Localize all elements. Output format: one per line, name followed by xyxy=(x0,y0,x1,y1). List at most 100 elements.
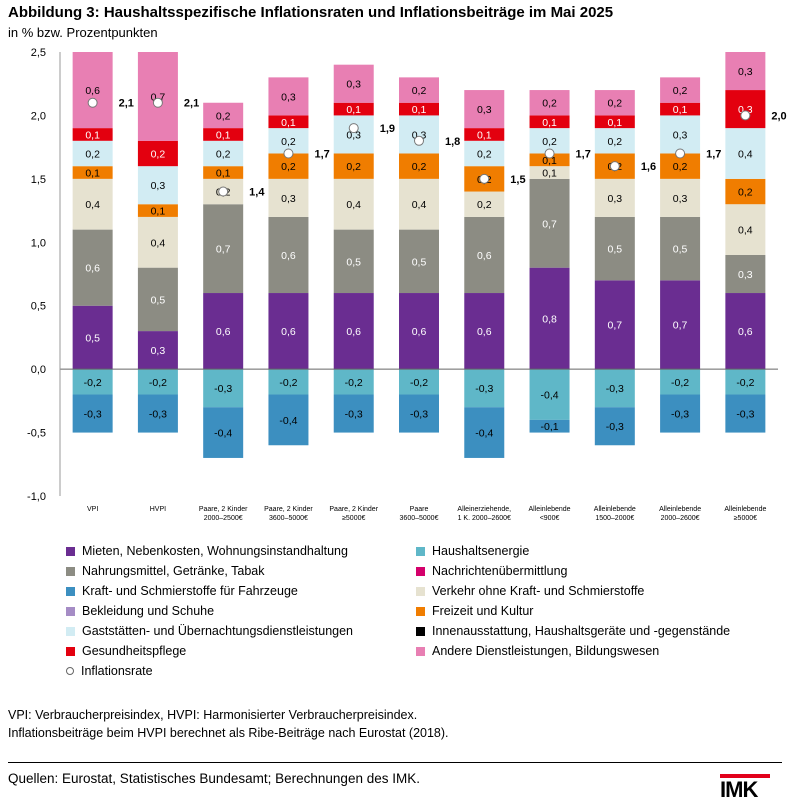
bar-value-label: 0,1 xyxy=(151,206,166,218)
bar-value-label: -0,3 xyxy=(149,409,167,421)
bar-value-label: 0,2 xyxy=(738,187,753,199)
imk-logo: IMK xyxy=(720,774,770,804)
bar-value-label: -0,3 xyxy=(671,409,689,421)
y-tick-label: -0,5 xyxy=(27,428,46,440)
bar-value-label: 0,2 xyxy=(216,148,231,160)
bar-value-label: 0,6 xyxy=(85,85,100,97)
bar-value-label: -0,2 xyxy=(345,377,363,389)
bar-segment xyxy=(72,52,113,129)
bar-segment xyxy=(529,90,570,116)
bar-value-label: 0,4 xyxy=(738,148,753,160)
y-tick-label: -1,0 xyxy=(27,491,46,503)
bar-segment xyxy=(529,153,570,167)
bar-value-label: 0,1 xyxy=(412,104,427,116)
bar-segment xyxy=(72,305,113,370)
bar-value-label: 0,2 xyxy=(673,161,688,173)
bar-segment xyxy=(725,369,766,395)
bar-segment xyxy=(660,280,701,370)
bar-segment xyxy=(203,140,244,167)
bar-segment xyxy=(594,128,635,154)
x-category-label: HVPI xyxy=(150,506,166,513)
x-category-label: 2000–2600€ xyxy=(661,515,700,522)
bar-segment xyxy=(268,178,309,217)
legend-swatch xyxy=(416,626,425,636)
bar-value-label: 0,1 xyxy=(85,129,100,141)
bar-value-label: 0,5 xyxy=(608,244,623,256)
legend-item: Gaststätten- und Übernachtungsdienstleis… xyxy=(66,624,353,638)
bar-value-label: 0,7 xyxy=(673,320,688,332)
bar-value-label: 0,5 xyxy=(85,332,100,344)
legend-swatch xyxy=(416,646,425,656)
bar-value-label: 0,3 xyxy=(281,193,296,205)
chart-subtitle: in % bzw. Prozentpunkten xyxy=(8,25,158,40)
bar-segment xyxy=(399,178,439,230)
bar-segment xyxy=(137,267,178,332)
bar-segment xyxy=(333,115,374,154)
bar-value-label: -0,3 xyxy=(736,409,754,421)
x-category-label: Paare xyxy=(410,506,429,513)
bar-segment xyxy=(268,115,309,129)
bar-value-label: -0,3 xyxy=(345,409,363,421)
bar-segment xyxy=(333,102,374,116)
legend-label: Gesundheitspflege xyxy=(82,644,187,658)
x-category-label: Alleinlebende xyxy=(594,506,636,513)
bar-segment xyxy=(399,293,439,370)
x-category-label: Paare, 2 Kinder xyxy=(264,506,313,513)
bar-value-label: 0,2 xyxy=(281,136,296,148)
bar-value-label: -0,3 xyxy=(606,383,624,395)
inflation-rate-marker xyxy=(544,148,555,159)
bar-value-label: 0,3 xyxy=(151,180,166,192)
legend-swatch xyxy=(66,646,75,656)
bar-segment xyxy=(725,90,766,129)
bar-value-label: 0,1 xyxy=(542,155,557,167)
stacked-bar-chart: 2,52,01,51,00,50,0-0,5-1,00,50,60,40,10,… xyxy=(27,47,787,522)
inflation-rate-marker xyxy=(479,173,490,184)
bar-segment xyxy=(203,128,244,141)
bar-value-label: -0,3 xyxy=(606,421,624,433)
inflation-rate-marker xyxy=(414,135,424,146)
bar-segment xyxy=(72,369,113,395)
inflation-rate-label: 1,5 xyxy=(510,174,525,186)
bar-segment xyxy=(333,293,374,370)
bar-segment xyxy=(594,115,635,129)
legend-item: Andere Dienstleistungen, Bildungswesen xyxy=(416,644,659,658)
bar-value-label: 0,7 xyxy=(216,244,231,256)
bar-value-label: 0,6 xyxy=(281,250,296,262)
bar-value-label: 0,4 xyxy=(412,199,427,211)
bar-segment xyxy=(660,115,701,154)
bar-value-label: 0,2 xyxy=(346,161,361,173)
bar-segment xyxy=(203,369,244,408)
inflation-rate-label: 2,1 xyxy=(119,98,134,110)
bar-segment xyxy=(399,153,439,179)
bar-segment xyxy=(660,102,701,116)
legend-label: Innenausstattung, Haushaltsgeräte und -g… xyxy=(432,624,731,638)
bar-value-label: 0,6 xyxy=(346,326,361,338)
legend-item: Innenausstattung, Haushaltsgeräte und -g… xyxy=(416,624,730,638)
bar-segment xyxy=(72,166,113,179)
legend-label: Andere Dienstleistungen, Bildungswesen xyxy=(432,644,660,658)
bar-value-label: 0,4 xyxy=(346,199,361,211)
bar-segment xyxy=(399,369,439,395)
bar-value-label: 0,3 xyxy=(346,129,361,141)
inflation-rate-marker xyxy=(152,97,163,108)
bar-value-label: 0,3 xyxy=(608,193,623,205)
bar-value-label: 0,2 xyxy=(673,85,688,97)
bar-segment xyxy=(268,293,309,370)
bar-segment xyxy=(333,229,374,294)
legend-item: Inflationsrate xyxy=(66,664,153,678)
legend-swatch xyxy=(416,566,425,576)
bar-value-label: 0,3 xyxy=(346,79,361,91)
legend-marker-circle xyxy=(66,667,74,675)
x-category-label: Paare, 2 Kinder xyxy=(199,506,248,513)
bar-segment xyxy=(660,216,701,281)
bar-value-label: 0,2 xyxy=(477,148,492,160)
legend-item: Mieten, Nebenkosten, Wohnungsinstandhalt… xyxy=(66,544,348,558)
bar-segment xyxy=(529,369,570,420)
y-tick-label: 1,0 xyxy=(31,237,46,249)
bar-value-label: -0,3 xyxy=(410,409,428,421)
bar-segment xyxy=(725,204,766,255)
bar-value-label: 0,1 xyxy=(542,117,557,129)
bar-segment xyxy=(399,394,439,433)
bar-segment xyxy=(725,128,766,179)
bar-value-label: 0,3 xyxy=(281,91,296,103)
